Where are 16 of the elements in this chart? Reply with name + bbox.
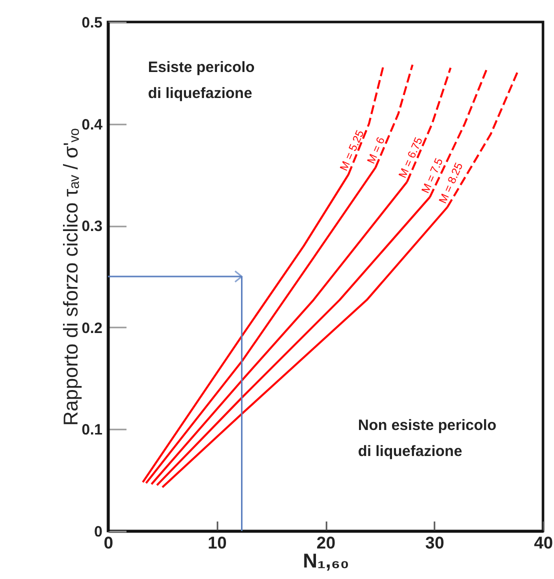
x-tick-label: 40 [534,534,553,552]
annotation: Esiste pericolo di liquefazione [148,59,255,102]
y-tick-label: 0.2 [82,320,102,337]
text: M = 6.75 [396,136,426,180]
x-tick-label: 10 [208,534,227,552]
x-tick-label: 30 [425,534,444,552]
y-axis-title: Rapporto di sforzo ciclico τₐᵥ / σ'ᵥₒ [60,128,83,426]
y-tick-label: 0.3 [82,218,102,236]
annotation: Non esiste pericolo di liquefazione [358,417,496,460]
y-tick-label: 0.4 [82,116,104,134]
text: M = 6 [365,135,388,166]
x-tick-label: 20 [316,534,336,552]
y-tick-label: 0.1 [82,422,102,439]
x-axis-title: N₁,₆₀ [302,550,350,572]
text: M = 5.25 [338,128,367,173]
y-tick-label: 0.5 [82,14,102,32]
